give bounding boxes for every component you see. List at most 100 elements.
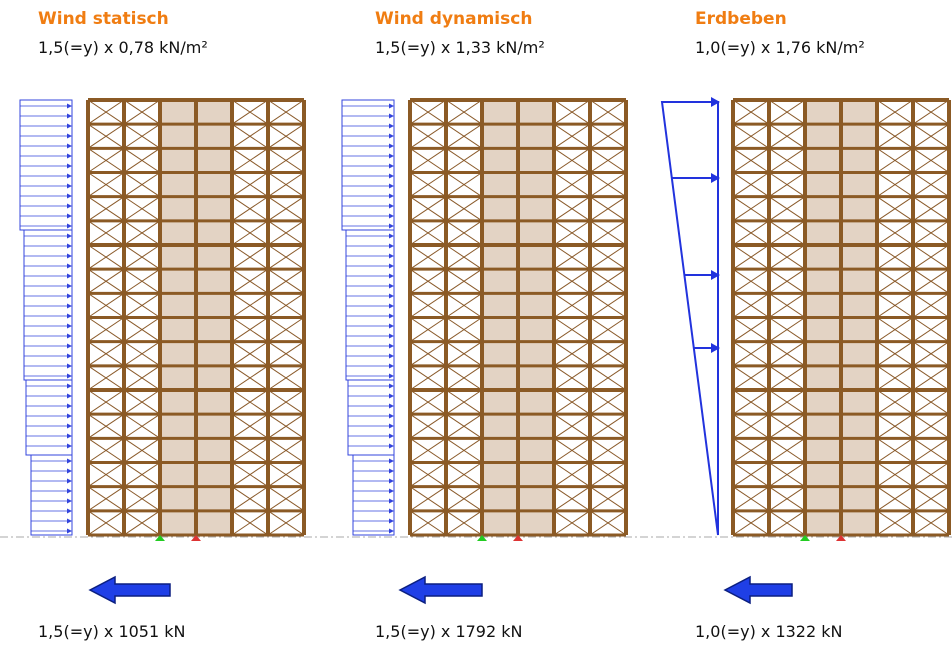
brace: [445, 389, 483, 415]
brace: [409, 510, 447, 536]
brace: [589, 220, 627, 246]
brace: [231, 268, 269, 294]
brace: [876, 365, 914, 391]
brace: [445, 196, 483, 222]
brace: [409, 172, 447, 198]
arrow-head: [67, 203, 72, 209]
brace: [267, 437, 305, 463]
brace: [231, 486, 269, 512]
load-text: 1,5(=y) x 0,78 kN/m²: [38, 38, 208, 57]
brace: [732, 268, 770, 294]
panel-title: Erdbeben: [695, 9, 787, 29]
force-arrow: [88, 575, 171, 605]
brace: [732, 99, 770, 125]
arrow-head: [67, 253, 72, 259]
support: [800, 535, 810, 541]
arrow-head: [67, 163, 72, 169]
arrow-head: [67, 213, 72, 219]
force-arrow: [398, 575, 483, 605]
brace: [732, 317, 770, 343]
arrow-head: [389, 433, 394, 439]
arrow-head: [389, 163, 394, 169]
brace: [732, 486, 770, 512]
brace: [87, 413, 125, 439]
brace: [876, 172, 914, 198]
support: [836, 535, 846, 541]
brace: [732, 510, 770, 536]
arrow-head: [67, 383, 72, 389]
brace: [876, 292, 914, 318]
brace: [409, 196, 447, 222]
arrow-head: [67, 123, 72, 129]
brace: [912, 437, 950, 463]
arrow-head: [389, 333, 394, 339]
arrow-head: [389, 193, 394, 199]
brace: [876, 147, 914, 173]
support: [513, 535, 523, 541]
brace: [589, 462, 627, 488]
brace: [445, 317, 483, 343]
arrow-head: [67, 153, 72, 159]
brace: [87, 99, 125, 125]
brace: [912, 413, 950, 439]
brace: [231, 244, 269, 270]
brace: [409, 147, 447, 173]
brace: [912, 147, 950, 173]
brace: [589, 317, 627, 343]
arrow-head: [389, 173, 394, 179]
brace: [267, 510, 305, 536]
arrow-head: [67, 423, 72, 429]
brace: [87, 123, 125, 149]
brace: [768, 510, 806, 536]
brace: [912, 292, 950, 318]
brace: [267, 99, 305, 125]
arrow-head: [389, 273, 394, 279]
wind-load: [347, 379, 395, 456]
wind-load: [30, 454, 73, 536]
brace: [768, 268, 806, 294]
brace: [445, 99, 483, 125]
brace: [87, 365, 125, 391]
brace: [876, 220, 914, 246]
brace: [876, 196, 914, 222]
brace: [123, 268, 161, 294]
arrow-head: [389, 313, 394, 319]
arrow-head: [67, 373, 72, 379]
wind-load: [345, 229, 395, 381]
arrow-head: [389, 353, 394, 359]
brace: [409, 365, 447, 391]
arrow-head: [711, 97, 720, 107]
brace: [912, 389, 950, 415]
arrow-head: [389, 243, 394, 249]
brace: [876, 317, 914, 343]
brace: [553, 172, 591, 198]
brace: [409, 123, 447, 149]
brace: [123, 172, 161, 198]
brace: [267, 365, 305, 391]
brace: [768, 317, 806, 343]
brace: [732, 389, 770, 415]
brace: [768, 365, 806, 391]
arrow-head: [389, 403, 394, 409]
brace: [409, 462, 447, 488]
brace: [732, 462, 770, 488]
brace: [553, 462, 591, 488]
force-arrow: [723, 575, 793, 605]
brace: [231, 220, 269, 246]
brace: [87, 147, 125, 173]
arrow-head: [67, 528, 72, 534]
load-text: 1,5(=y) x 1,33 kN/m²: [375, 38, 545, 57]
brace: [768, 123, 806, 149]
arrow-head: [389, 183, 394, 189]
brace: [876, 510, 914, 536]
brace: [589, 413, 627, 439]
brace: [732, 147, 770, 173]
brace: [553, 99, 591, 125]
brace: [553, 123, 591, 149]
arrow-head: [67, 478, 72, 484]
brace: [768, 172, 806, 198]
brace: [912, 99, 950, 125]
arrow-head: [711, 270, 720, 280]
